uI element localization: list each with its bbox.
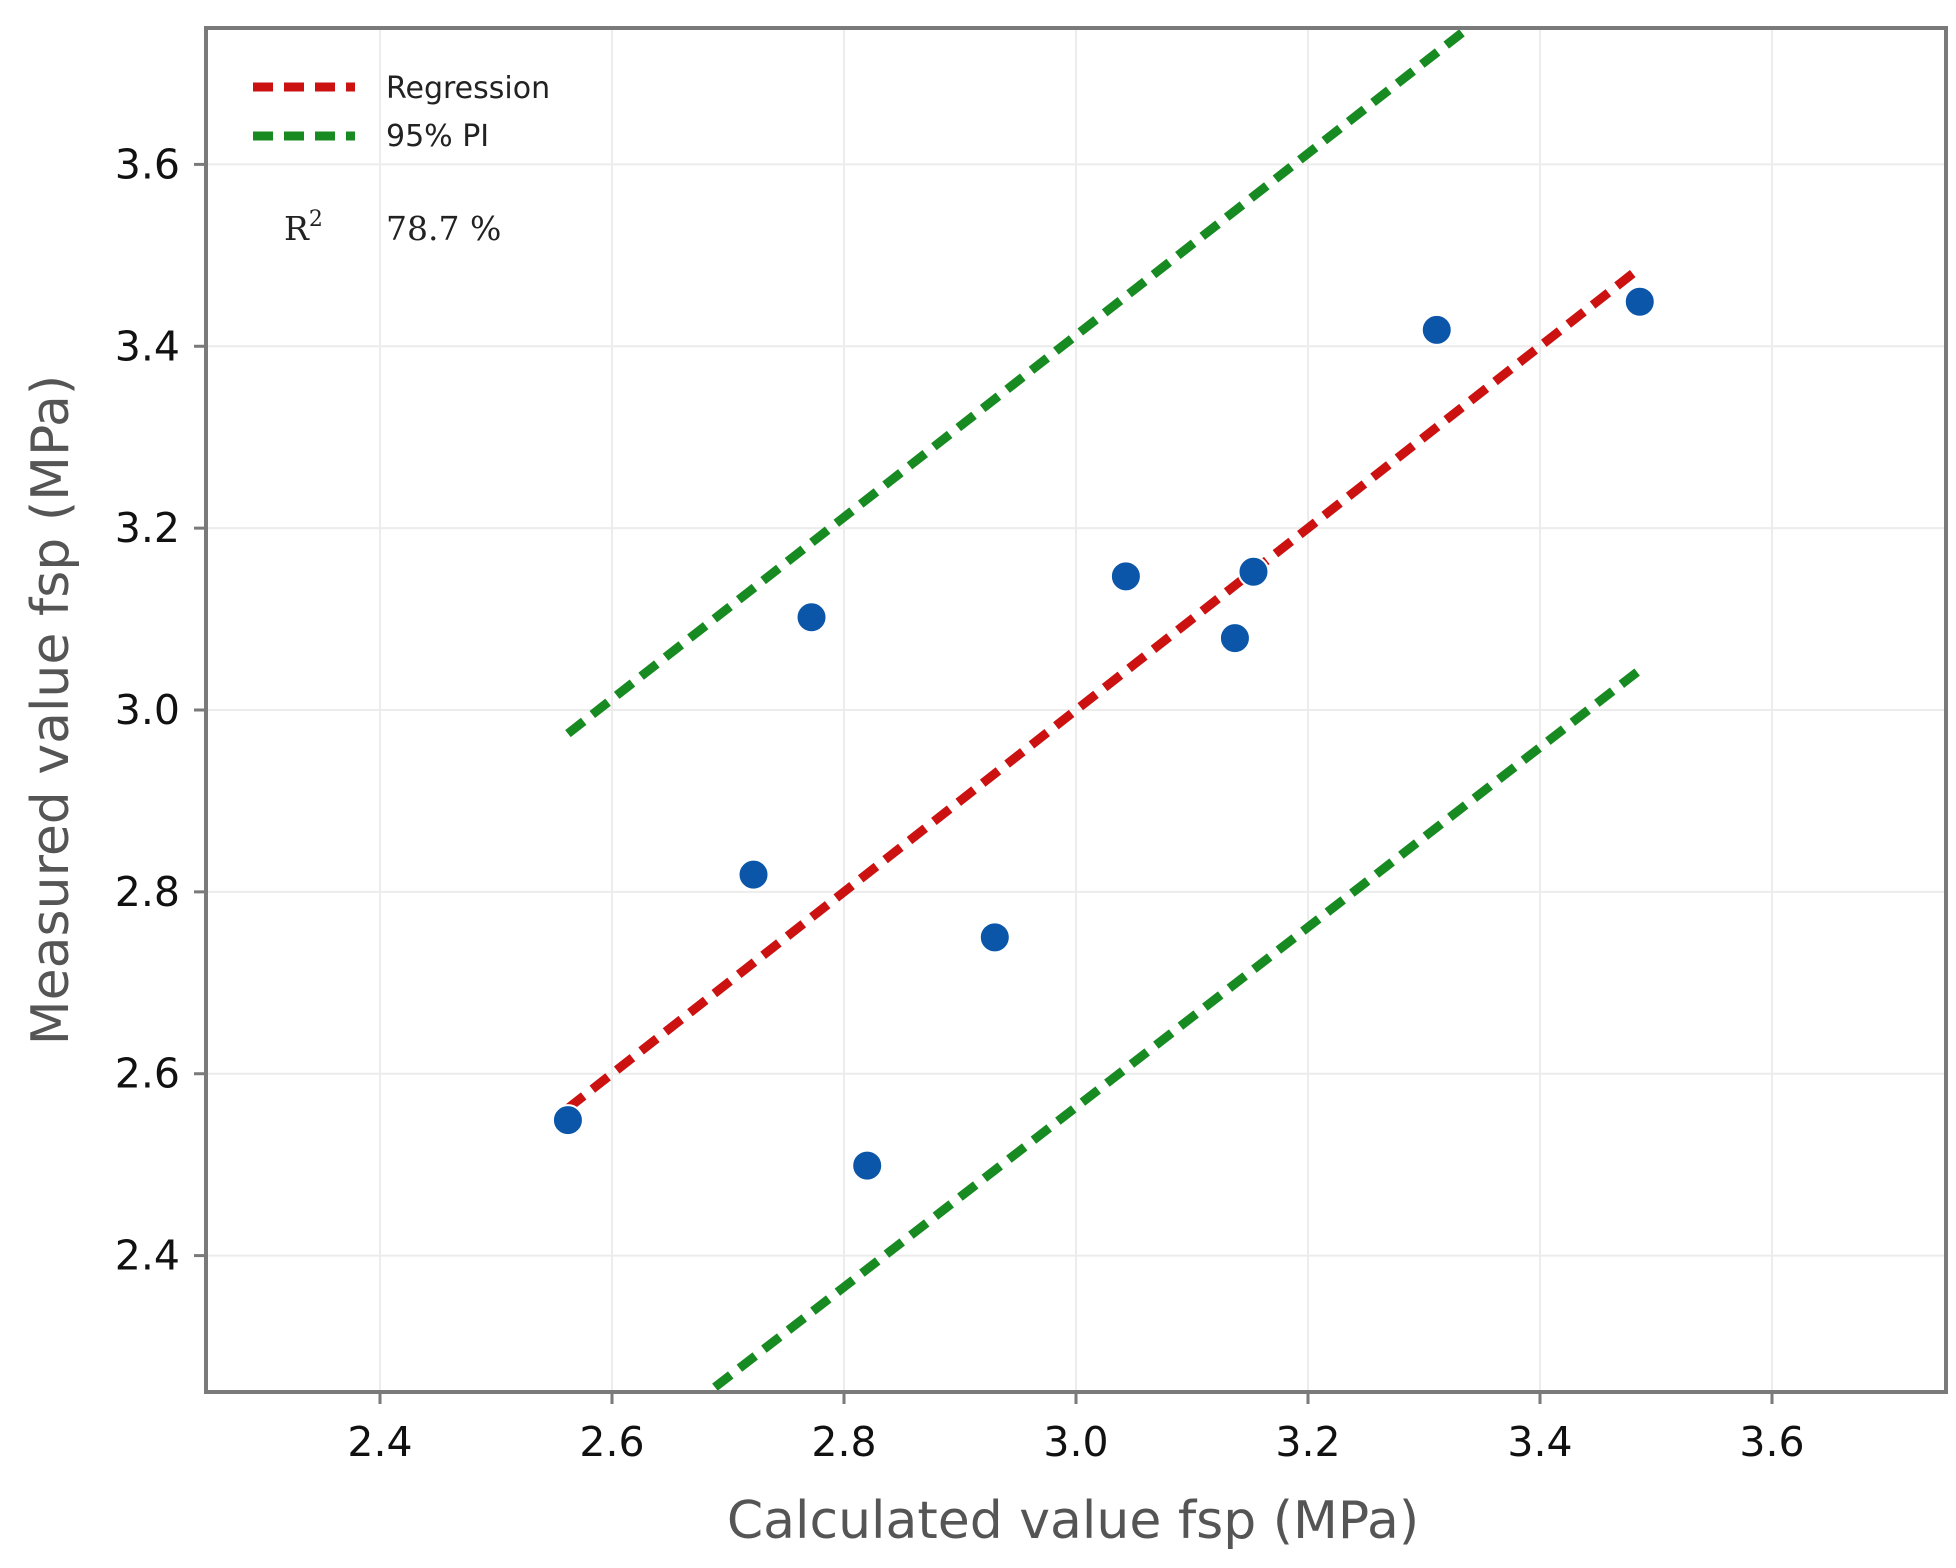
series-layer bbox=[565, 28, 1643, 1392]
x-tick-label: 2.8 bbox=[811, 1418, 876, 1466]
x-axis-title: Calculated value fsp (MPa) bbox=[727, 1491, 1419, 1551]
data-point bbox=[1623, 285, 1656, 318]
y-tick-label: 3.6 bbox=[115, 140, 180, 188]
r-squared-letter: R bbox=[284, 209, 310, 248]
r-squared-value: 78.7 % bbox=[386, 209, 501, 248]
legend: Regression 95% PI bbox=[253, 71, 550, 154]
y-tick-label: 3.2 bbox=[115, 504, 180, 552]
points-layer bbox=[551, 285, 1656, 1182]
data-point bbox=[795, 601, 828, 634]
y-tick-label: 3.4 bbox=[115, 322, 180, 370]
y-tick-label: 2.8 bbox=[115, 868, 180, 916]
x-tick-label: 3.0 bbox=[1043, 1418, 1108, 1466]
data-point bbox=[1218, 622, 1251, 655]
r-squared-superscript: 2 bbox=[309, 207, 323, 232]
y-tick-label: 2.4 bbox=[115, 1232, 180, 1280]
data-point bbox=[851, 1149, 884, 1182]
data-point bbox=[737, 858, 770, 891]
x-axis-ticks: 2.4 2.6 2.8 3.0 3.2 3.4 3.6 bbox=[347, 1392, 1805, 1466]
x-tick-label: 3.4 bbox=[1507, 1418, 1572, 1466]
grid bbox=[206, 28, 1946, 1392]
x-tick-label: 2.6 bbox=[579, 1418, 644, 1466]
regression-line bbox=[565, 264, 1643, 1112]
legend-label-95pi: 95% PI bbox=[386, 119, 489, 154]
data-point bbox=[551, 1104, 584, 1137]
data-point bbox=[1237, 555, 1270, 588]
pi-lower-line bbox=[701, 666, 1643, 1392]
r-squared-label: R2 bbox=[284, 207, 323, 248]
y-axis-ticks: 2.4 2.6 2.8 3.0 3.2 3.4 3.6 bbox=[115, 140, 206, 1280]
x-tick-label: 2.4 bbox=[347, 1418, 412, 1466]
x-tick-label: 3.6 bbox=[1739, 1418, 1804, 1466]
y-tick-label: 3.0 bbox=[115, 686, 180, 734]
r-squared-annotation: R2 78.7 % bbox=[284, 207, 501, 248]
data-point bbox=[978, 921, 1011, 954]
y-tick-label: 2.6 bbox=[115, 1050, 180, 1098]
data-point bbox=[1109, 560, 1142, 593]
data-point bbox=[1420, 313, 1453, 346]
x-tick-label: 3.2 bbox=[1275, 1418, 1340, 1466]
legend-label-regression: Regression bbox=[386, 71, 550, 106]
y-axis-title: Measured value fsp (MPa) bbox=[21, 375, 81, 1045]
pi-upper-line bbox=[565, 28, 1476, 738]
